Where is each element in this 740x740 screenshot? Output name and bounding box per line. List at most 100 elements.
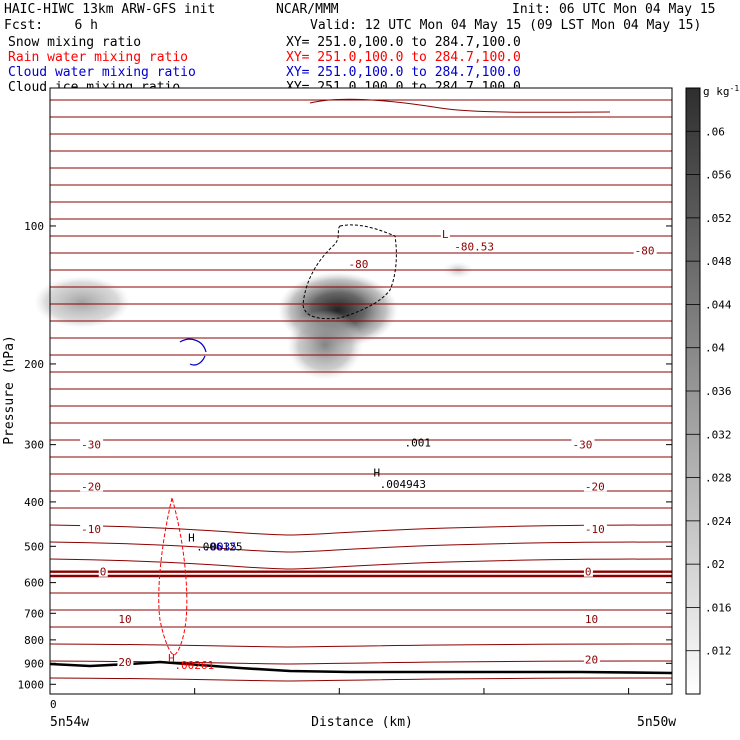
mixing-ratio-contours [158, 224, 397, 656]
isotherm-label: -80 [349, 258, 369, 271]
field-label-0: Snow mixing ratio [8, 35, 141, 50]
colorbar-tick-label: .02 [705, 558, 725, 571]
isotherm-label-bg [80, 480, 104, 492]
isotherm-line [49, 643, 673, 648]
colorbar-ticks: .012 .016 .02 .024 .028 .032 .036 .04 .044 .048 .0… [686, 125, 732, 658]
contour-annotation: H [188, 531, 195, 544]
field-xy-1: XY= 251.0,100.0 to 284.7,100.0 [286, 50, 521, 65]
isotherm-minus80 [309, 98, 611, 113]
isotherm-label-bg [571, 438, 595, 450]
x-axis: 0 [49, 688, 630, 711]
isotherm-label: -30 [572, 439, 592, 452]
colorbar-tick-label: .028 [705, 472, 732, 485]
field-xy-2: XY= 251.0,100.0 to 284.7,100.0 [286, 65, 521, 80]
y-tick-label: 100 [24, 220, 44, 233]
y-tick-label: 300 [24, 439, 44, 452]
field-label-1: Rain water mixing ratio [8, 50, 188, 65]
isotherm-label-bg [80, 522, 104, 534]
colorbar-tick-label: .024 [705, 515, 732, 528]
contour-annotation: .00261 [174, 659, 214, 672]
colorbar-tick-label: .06 [705, 125, 725, 138]
temperature-isotherms [49, 98, 673, 682]
y-tick-label: 200 [24, 358, 44, 371]
colorbar-tick-label: .052 [705, 212, 732, 225]
isotherm-label: -30 [81, 439, 101, 452]
isotherm-line [49, 524, 673, 536]
plot-area: -80 -80 -80.53 L -30 -30 -20 -20 -10 -10 0 0 10 10 20 2… [18, 87, 673, 711]
contour-annotation: .0035 [204, 540, 237, 553]
isotherm-line [49, 541, 673, 553]
colorbar-unit-exp: -1 [730, 84, 740, 93]
colorbar-tick-label: .012 [705, 645, 732, 658]
isotherm-label-bg [98, 565, 108, 577]
x-origin-label: 0 [50, 698, 57, 711]
header-valid: Valid: 12 UTC Mon 04 May 15 (09 LST Mon … [310, 18, 701, 33]
x-axis-title: Distance (km) [311, 715, 413, 730]
isotherm-labels: -80 -80 -80.53 L -30 -30 -20 -20 -10 -10 0 0 10 10 20 2… [80, 227, 657, 669]
isotherm-label: -10 [585, 523, 605, 536]
colorbar-tick-label: .056 [705, 169, 732, 182]
isotherm-label-bg [583, 653, 600, 665]
isotherm-label: 20 [118, 656, 131, 669]
isotherm-label-bg [633, 244, 657, 256]
colorbar-tick-label: .036 [705, 385, 732, 398]
snow-shading [34, 261, 474, 380]
header-fcst: Fcst: 6 h [4, 18, 98, 33]
colorbar-tick-label: .044 [705, 298, 732, 311]
isotherm-line [49, 558, 673, 570]
y-tick-label: 700 [24, 607, 44, 620]
plot-background [50, 88, 672, 694]
y-axis-title: Pressure (hPa) [2, 335, 17, 445]
isotherm-label-bg [583, 565, 593, 577]
contour-annotation: H [168, 652, 175, 665]
contour-annotation: .001 [405, 437, 432, 450]
header-left-title: HAIC-HIWC 13km ARW-GFS init [4, 2, 215, 17]
colorbar-tick-label: .032 [705, 428, 732, 441]
contour-annotation: H [373, 466, 380, 479]
plot-frame [49, 87, 673, 695]
isotherm-label-bg [440, 227, 450, 239]
field-legend: Snow mixing ratio XY= 251.0,100.0 to 284.… [8, 35, 521, 95]
isotherm-label: 20 [585, 654, 598, 667]
isotherm-label-bg [583, 480, 607, 492]
colorbar-tick-label: .048 [705, 255, 732, 268]
y-tick-label: 1000 [18, 678, 45, 691]
chart-header: HAIC-HIWC 13km ARW-GFS init NCAR/MMM Ini… [4, 2, 716, 95]
colorbar-tick-label: .04 [705, 342, 725, 355]
isotherm-label: 0 [585, 566, 592, 579]
isotherm-label: -80.53 [454, 241, 494, 254]
header-center-title: NCAR/MMM [276, 2, 339, 17]
isotherm-line [49, 677, 673, 682]
y-tick-label: 800 [24, 634, 44, 647]
isotherm-label: -20 [81, 480, 101, 493]
isotherm-label-bg [583, 612, 600, 624]
isotherm-label: -20 [585, 480, 605, 493]
isotherm-label-bg [453, 240, 498, 252]
snow-lower-lobe [287, 310, 363, 380]
field-xy-0: XY= 251.0,100.0 to 284.7,100.0 [286, 35, 521, 50]
field-label-2: Cloud water mixing ratio [8, 65, 196, 80]
colorbar: .012 .016 .02 .024 .028 .032 .036 .04 .044 .048 .0… [685, 84, 740, 695]
x-left-label: 5n54w [50, 715, 89, 730]
isotherm-label-bg [117, 656, 134, 668]
snow-left [34, 276, 130, 328]
isotherm-label-bg [347, 257, 371, 269]
contour-annotation: .004943 [380, 478, 426, 491]
isotherm-label: -10 [81, 523, 101, 536]
colorbar-unit-base: g kg [703, 85, 730, 98]
snow-001-contour [302, 224, 397, 320]
y-tick-label: 600 [24, 577, 44, 590]
cloud-water-contour [179, 338, 207, 366]
colorbar-tick-label: .016 [705, 601, 732, 614]
y-tick-label: 500 [24, 540, 44, 553]
isotherm-label: -80 [635, 244, 655, 257]
y-tick-label: 900 [24, 657, 44, 670]
isotherm-label-bg [117, 612, 134, 624]
y-tick-label: 400 [24, 496, 44, 509]
isotherm-label: 0 [100, 566, 107, 579]
isotherm-label-bg [80, 438, 104, 450]
isotherm-label: 10 [118, 613, 131, 626]
